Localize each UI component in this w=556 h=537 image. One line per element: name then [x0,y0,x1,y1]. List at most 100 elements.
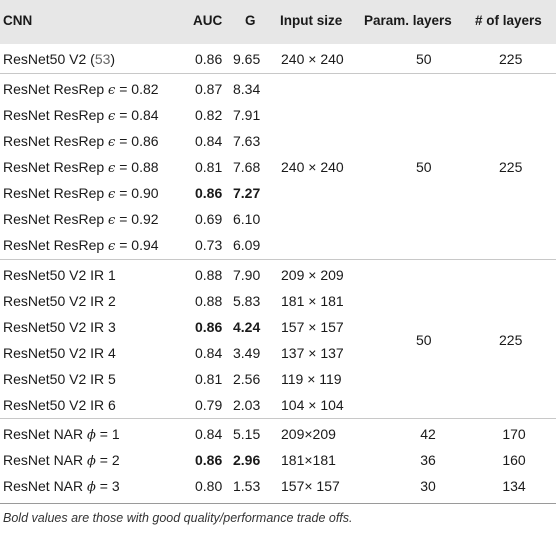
cell-input-size: 119 × 119 [281,371,342,387]
cell-cnn: ResNet ResRep ϵ = 0.86 [3,133,159,151]
cnn-suffix: = 1 [95,426,120,442]
cell-cnn: ResNet NAR ϕ = 1 [3,426,120,444]
cell-param-layers: 42 [420,426,436,442]
cnn-suffix: = 0.84 [115,107,159,123]
cell-num-layers: 225 [499,51,523,67]
cell-cnn: ResNet NAR ϕ = 2 [3,452,120,470]
cell-g: 7.68 [233,159,261,175]
cnn-name: ResNet50 V2 IR 6 [3,397,116,413]
cell-cnn: ResNet NAR ϕ = 3 [3,478,120,496]
table-footnote: Bold values are those with good quality/… [3,511,353,525]
cell-input-size: 157 × 157 [281,319,344,335]
table-row: ResNet50 V2 IR 5 0.81 2.56 119 × 119 [0,366,556,392]
cnn-name: ResNet ResRep [3,237,109,253]
cell-input-size: 181 × 181 [281,293,344,309]
cell-param-layers: 50 [416,51,432,67]
cell-cnn: ResNet ResRep ϵ = 0.90 [3,185,159,203]
table-row: ResNet ResRep ϵ = 0.88 0.81 7.68 240 × 240 [0,154,556,180]
cell-param-layers: 30 [420,478,436,494]
cnn-suffix: ) [110,51,116,67]
cell-g: 7.91 [233,107,261,123]
header-cnn: CNN [3,13,33,28]
cell-cnn: ResNet50 V2 IR 6 [3,397,116,413]
cell-cnn: ResNet ResRep ϵ = 0.88 [3,159,159,177]
cell-auc: 0.69 [195,211,223,227]
cell-auc: 0.88 [195,293,223,309]
cell-auc: 0.84 [195,345,223,361]
cnn-name: ResNet ResRep [3,159,109,175]
table-row: ResNet50 V2 IR 4 0.84 3.49 137 × 137 [0,340,556,366]
cell-num-layers: 225 [499,159,523,175]
header-auc: AUC [193,13,223,28]
cell-auc: 0.81 [195,371,223,387]
cell-auc: 0.86 [195,319,223,335]
cell-g: 2.03 [233,397,261,413]
table-header: CNN AUC G Input size Param. layers # of … [0,0,556,44]
cnn-name: ResNet50 V2 IR 3 [3,319,116,335]
cell-g: 3.49 [233,345,261,361]
cell-auc: 0.87 [195,81,223,97]
cell-g: 8.34 [233,81,261,97]
cnn-name: ResNet50 V2 IR 5 [3,371,116,387]
cnn-name: ResNet ResRep [3,107,109,123]
cell-input-size: 157× 157 [281,478,340,494]
cell-cnn: ResNet ResRep ϵ = 0.84 [3,107,159,125]
table-row: ResNet ResRep ϵ = 0.82 0.87 8.34 [0,76,556,102]
cell-cnn: ResNet50 V2 IR 5 [3,371,116,387]
table-row: ResNet NAR ϕ = 1 0.84 5.15 209×209 42 170 [0,421,556,447]
cell-num-layers: 134 [502,478,526,494]
group-separator [0,259,556,260]
cell-g: 5.15 [233,426,261,442]
symbol: ϵ [108,135,116,150]
symbol: ϵ [108,187,116,202]
cnn-suffix: = 0.90 [115,185,159,201]
cell-auc: 0.80 [195,478,223,494]
table-row: ResNet NAR ϕ = 2 0.86 2.96 181×181 36 160 [0,447,556,473]
cell-cnn: ResNet50 V2 IR 3 [3,319,116,335]
cell-auc: 0.88 [195,267,223,283]
cell-auc: 0.84 [195,426,223,442]
cell-g: 1.53 [233,478,261,494]
group-separator [0,73,556,74]
cnn-name: ResNet NAR [3,452,88,468]
cnn-suffix: = 3 [95,478,120,494]
symbol: ϵ [108,161,116,176]
cell-auc: 0.79 [195,397,223,413]
cell-num-layers: 225 [499,332,523,348]
cnn-name: ResNet NAR [3,478,88,494]
symbol: ϵ [108,83,116,98]
cell-g: 2.56 [233,371,261,387]
cnn-name: ResNet ResRep [3,185,109,201]
table-row: ResNet ResRep ϵ = 0.86 0.84 7.63 [0,128,556,154]
cell-auc: 0.86 [195,51,223,67]
cell-auc: 0.81 [195,159,223,175]
cnn-name: ResNet ResRep [3,81,109,97]
table-row: ResNet ResRep ϵ = 0.90 0.86 7.27 [0,180,556,206]
cell-cnn: ResNet50 V2 (53) [3,51,115,67]
cnn-name: ResNet50 V2 ( [3,51,95,67]
cell-g: 7.27 [233,185,261,201]
cell-g: 7.90 [233,267,261,283]
cell-g: 4.24 [233,319,261,335]
cnn-name: ResNet ResRep [3,133,109,149]
cell-input-size: 240 × 240 [281,51,344,67]
cell-g: 5.83 [233,293,261,309]
table-row: ResNet50 V2 IR 6 0.79 2.03 104 × 104 [0,392,556,418]
cnn-suffix: = 0.92 [115,211,159,227]
cnn-name: ResNet50 V2 IR 2 [3,293,116,309]
cell-cnn: ResNet ResRep ϵ = 0.82 [3,81,159,99]
cell-auc: 0.84 [195,133,223,149]
symbol: ϕ [87,454,96,469]
header-num-layers: # of layers [475,13,542,28]
cnn-suffix: = 0.86 [115,133,159,149]
cnn-name: ResNet ResRep [3,211,109,227]
table-row: ResNet ResRep ϵ = 0.92 0.69 6.10 [0,206,556,232]
table-row: ResNet50 V2 IR 1 0.88 7.90 209 × 209 [0,262,556,288]
cnn-name: ResNet NAR [3,426,88,442]
cell-input-size: 240 × 240 [281,159,344,175]
cnn-suffix: = 0.82 [115,81,159,97]
cnn-name: ResNet50 V2 IR 1 [3,267,116,283]
cell-num-layers: 160 [502,452,526,468]
cell-input-size: 104 × 104 [281,397,344,413]
cell-input-size: 137 × 137 [281,345,344,361]
